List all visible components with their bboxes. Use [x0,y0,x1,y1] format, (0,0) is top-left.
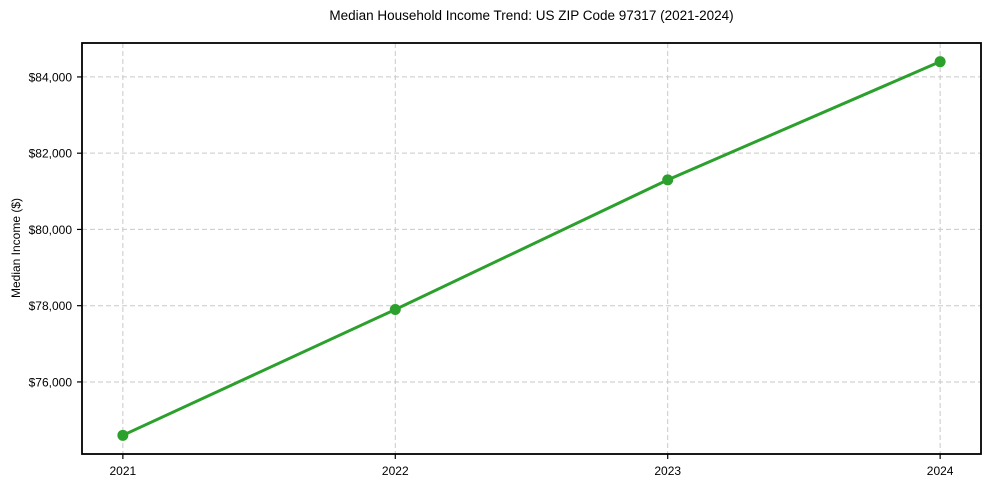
y-tick-label: $84,000 [29,70,73,84]
y-tick-label: $78,000 [29,299,73,313]
y-tick-label: $82,000 [29,147,73,161]
data-point-2023 [662,174,674,186]
x-tick-label: 2024 [927,464,954,478]
x-tick-label: 2021 [110,464,137,478]
y-tick-label: $76,000 [29,375,73,389]
data-point-2024 [934,56,946,68]
data-point-2021 [117,429,129,441]
plot-border [81,42,982,455]
x-tick-label: 2023 [654,464,681,478]
chart-title: Median Household Income Trend: US ZIP Co… [329,8,734,23]
y-tick-label: $80,000 [29,223,73,237]
x-tick-label: 2022 [382,464,409,478]
data-point-2022 [389,304,401,316]
trend-line [121,60,942,437]
